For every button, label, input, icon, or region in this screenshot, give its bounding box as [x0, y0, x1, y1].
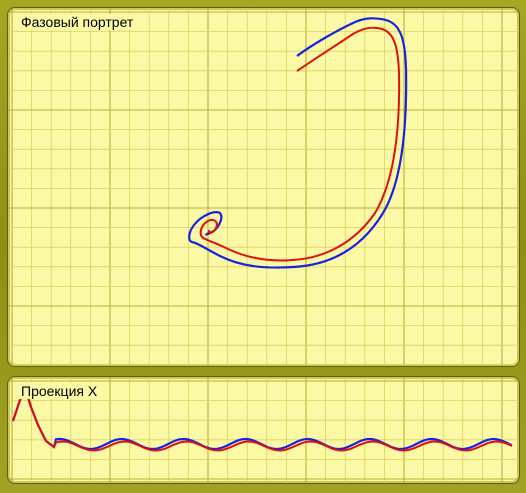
phase-portrait-plot	[8, 8, 519, 366]
phase-trajectory-red	[199, 26, 401, 262]
projection-x-plot	[8, 377, 519, 483]
phase-portrait-title: Фазовый портрет	[19, 14, 136, 30]
phase-trajectory-blue	[188, 17, 408, 269]
phase-portrait-panel: Фазовый портрет	[7, 7, 520, 367]
projection-x-title: Проекция X	[19, 383, 100, 399]
projection-x-trace-red	[12, 388, 513, 452]
projection-grid	[8, 377, 519, 483]
projection-x-panel: Проекция X	[7, 376, 520, 484]
phase-grid	[8, 8, 519, 366]
